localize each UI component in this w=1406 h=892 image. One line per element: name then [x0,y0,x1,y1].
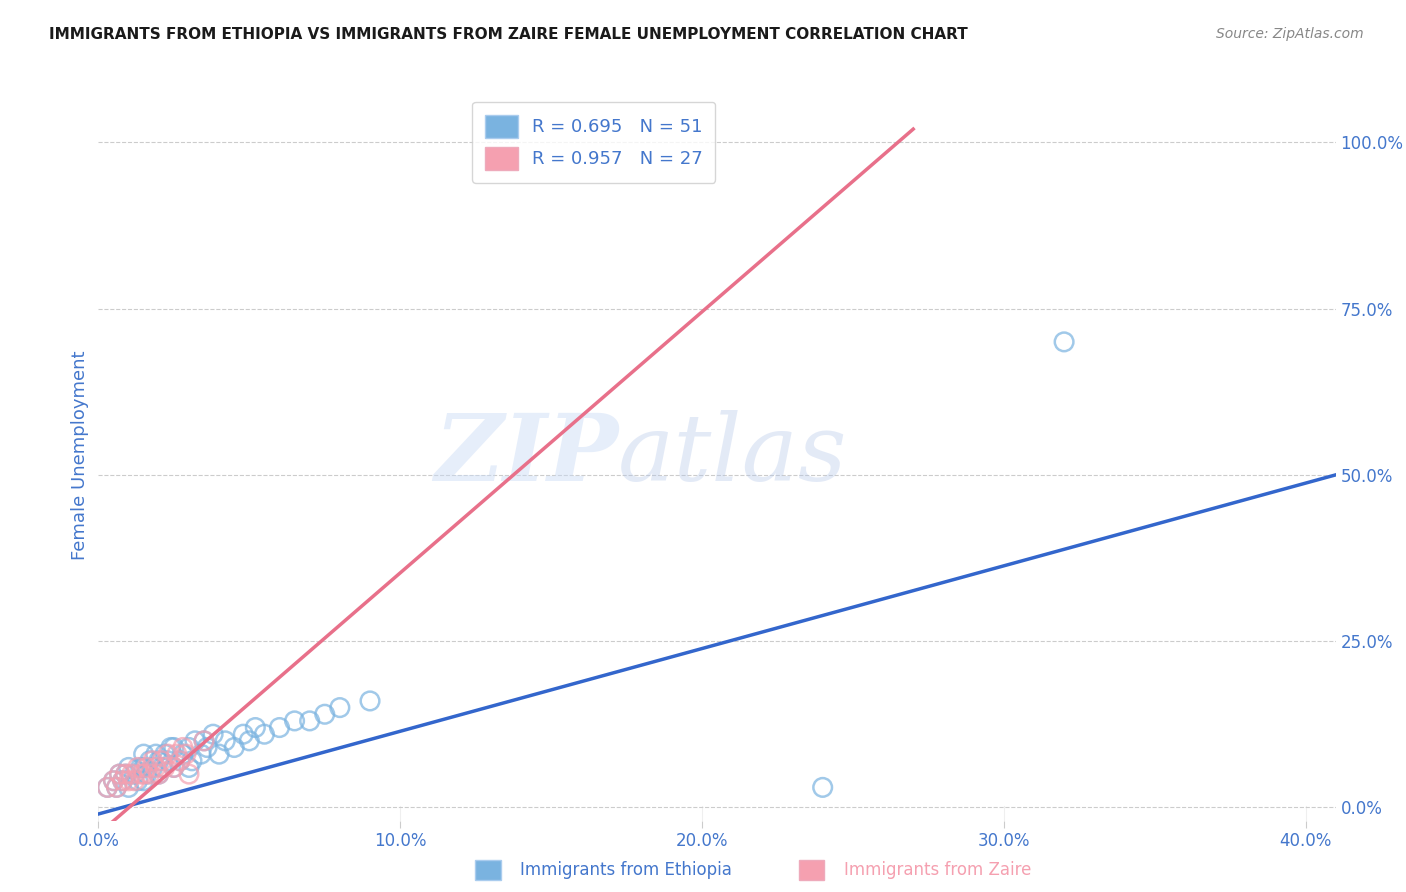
Point [135,767,157,781]
Point [314,707,336,722]
Point [108,767,131,781]
Point [193,734,215,748]
Point [238,734,260,748]
Point [160,740,183,755]
Point [142,760,165,774]
Point [132,767,155,781]
Point [114,767,136,781]
Point [114,767,136,781]
Point [269,721,291,735]
Point [169,754,191,768]
Point [103,773,125,788]
Text: Immigrants from Ethiopia: Immigrants from Ethiopia [520,861,733,879]
Point [172,740,194,755]
Point [105,780,128,795]
Point [117,780,139,795]
Point [202,727,225,741]
Point [177,767,200,781]
Point [329,700,352,714]
Point [193,734,215,748]
Point [135,760,157,774]
Point [177,760,200,774]
Point [132,773,155,788]
Point [132,760,155,774]
Point [111,773,134,788]
Point [129,767,152,781]
Point [214,734,236,748]
Point [1053,334,1076,349]
Point [117,760,139,774]
Point [127,760,149,774]
Y-axis label: Female Unemployment: Female Unemployment [70,351,89,559]
Point [150,754,173,768]
Point [108,767,131,781]
Point [129,760,152,774]
Point [181,754,204,768]
Point [145,760,167,774]
Point [117,773,139,788]
Text: atlas: atlas [619,410,848,500]
Point [172,747,194,761]
Text: Immigrants from Zaire: Immigrants from Zaire [844,861,1031,879]
Point [195,740,218,755]
Point [96,780,118,795]
Point [132,747,155,761]
Point [96,780,118,795]
Point [138,754,160,768]
Point [142,754,165,768]
Point [150,760,173,774]
Point [153,747,176,761]
Point [148,767,170,781]
Point [232,727,254,741]
Point [284,714,307,728]
Point [127,773,149,788]
Point [177,740,200,755]
Text: ZIP: ZIP [434,410,619,500]
Point [359,694,381,708]
Point [166,747,188,761]
Point [111,773,134,788]
Point [145,747,167,761]
Point [148,754,170,768]
Point [124,773,146,788]
Legend: R = 0.695   N = 51, R = 0.957   N = 27: R = 0.695 N = 51, R = 0.957 N = 27 [472,102,716,183]
Point [253,727,276,741]
Point [298,714,321,728]
Text: IMMIGRANTS FROM ETHIOPIA VS IMMIGRANTS FROM ZAIRE FEMALE UNEMPLOYMENT CORRELATIO: IMMIGRANTS FROM ETHIOPIA VS IMMIGRANTS F… [49,27,967,42]
Point [245,721,267,735]
Point [124,767,146,781]
Point [184,734,207,748]
Point [190,747,212,761]
Text: Source: ZipAtlas.com: Source: ZipAtlas.com [1216,27,1364,41]
Point [148,767,170,781]
Point [224,740,246,755]
Point [163,740,186,755]
Point [811,780,834,795]
Point [169,754,191,768]
Point [153,760,176,774]
Point [138,767,160,781]
Point [208,747,231,761]
Point [105,780,128,795]
Point [163,760,186,774]
Point [121,767,143,781]
Point [156,754,179,768]
Point [103,773,125,788]
Point [156,747,179,761]
Point [163,760,186,774]
Point [174,747,197,761]
